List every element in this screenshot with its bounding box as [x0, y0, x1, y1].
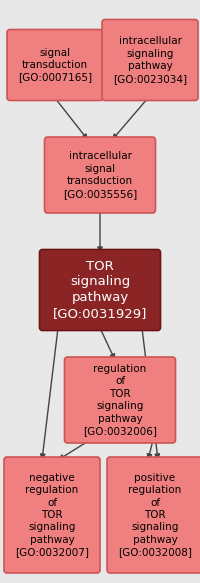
Text: negative
regulation
of
TOR
signaling
pathway
[GO:0032007]: negative regulation of TOR signaling pat…	[15, 473, 89, 557]
FancyBboxPatch shape	[102, 19, 198, 100]
FancyBboxPatch shape	[107, 457, 200, 573]
Text: signal
transduction
[GO:0007165]: signal transduction [GO:0007165]	[18, 48, 92, 82]
FancyBboxPatch shape	[4, 457, 100, 573]
FancyBboxPatch shape	[44, 137, 156, 213]
FancyBboxPatch shape	[40, 250, 160, 331]
Text: positive
regulation
of
TOR
signaling
pathway
[GO:0032008]: positive regulation of TOR signaling pat…	[118, 473, 192, 557]
Text: TOR
signaling
pathway
[GO:0031929]: TOR signaling pathway [GO:0031929]	[53, 259, 147, 321]
FancyBboxPatch shape	[64, 357, 176, 443]
Text: regulation
of
TOR
signaling
pathway
[GO:0032006]: regulation of TOR signaling pathway [GO:…	[83, 364, 157, 436]
FancyBboxPatch shape	[7, 30, 103, 100]
Text: intracellular
signaling
pathway
[GO:0023034]: intracellular signaling pathway [GO:0023…	[113, 36, 187, 83]
Text: intracellular
signal
transduction
[GO:0035556]: intracellular signal transduction [GO:00…	[63, 152, 137, 199]
